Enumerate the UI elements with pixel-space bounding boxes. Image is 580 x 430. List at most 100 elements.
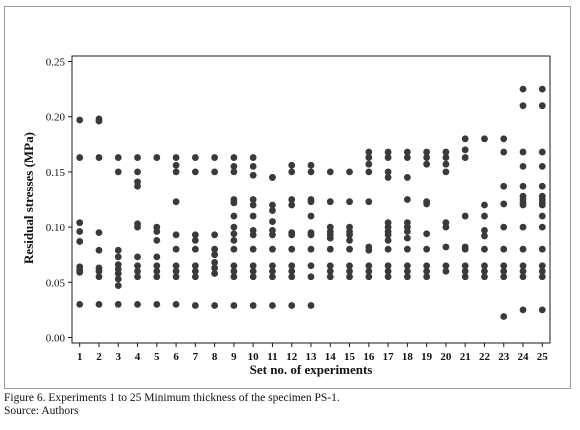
data-point [403,245,411,253]
data-point [76,116,84,124]
data-point [249,154,257,161]
data-point [114,300,122,308]
y-tick-label: 0.20 [46,112,66,124]
data-point [500,313,508,320]
data-point [384,148,392,156]
data-point [307,245,315,253]
data-point [230,199,238,207]
data-point [384,262,392,270]
data-point [191,262,199,270]
x-tick-label: 4 [135,351,141,363]
data-point [384,231,392,239]
data-point [153,228,161,235]
data-point [346,245,353,253]
data-point [538,148,546,156]
data-point [481,227,488,234]
data-point [134,267,141,275]
x-tick-label: 16 [363,351,375,363]
data-point [95,229,103,237]
data-point [384,168,392,176]
data-point [153,262,161,270]
data-point [191,231,199,239]
data-point [461,146,469,154]
data-point [481,232,488,240]
data-point [481,201,488,209]
data-point [134,253,141,261]
data-point [95,154,103,161]
x-tick-label: 10 [248,351,260,363]
data-point [403,148,411,156]
y-tick-label: 0.10 [46,222,66,234]
data-point [269,174,276,181]
data-point [211,302,219,309]
data-point [134,223,141,231]
data-point [153,253,161,261]
data-point [172,168,180,176]
data-point [230,267,238,275]
data-point [538,85,546,93]
data-point [172,267,180,275]
data-point [76,228,84,235]
data-point [172,300,180,308]
data-point [403,273,411,281]
data-point [365,148,373,156]
data-point [249,262,257,270]
data-point [538,182,546,190]
x-tick-label: 3 [116,351,122,363]
data-point [307,161,315,169]
data-point [403,267,411,275]
data-point [442,168,450,176]
data-point [153,267,161,275]
data-point [114,270,122,277]
data-point [230,168,238,176]
data-point [76,154,84,161]
data-point [269,273,276,281]
x-tick-label: 23 [498,351,510,363]
data-point [365,154,373,161]
data-point [288,273,296,281]
data-point [384,236,392,244]
data-point [519,102,527,110]
x-tick-label: 5 [154,351,160,363]
x-tick-label: 19 [421,351,433,363]
data-point [326,267,334,275]
data-point [519,201,527,209]
data-point [172,262,180,270]
data-point [519,245,527,253]
x-tick-label: 25 [537,351,549,363]
data-point [288,267,296,275]
data-point [307,168,315,176]
data-point [114,246,122,254]
y-tick-label: 0.15 [46,167,66,179]
data-point [191,236,199,244]
data-point [134,182,141,190]
data-point [307,212,315,220]
data-point [211,270,219,277]
data-point [76,238,84,245]
data-point [134,262,141,270]
data-point [230,212,238,220]
x-tick-label: 24 [518,351,530,363]
data-point [423,160,431,168]
caption-source: Source: Authors [4,405,79,417]
data-point [172,273,180,281]
x-tick-label: 6 [173,351,179,363]
data-point [326,234,334,242]
data-point [134,273,141,281]
data-point [538,223,546,231]
data-point [230,262,238,270]
x-tick-label: 9 [231,351,237,363]
data-point [76,268,84,276]
data-point [269,302,276,309]
data-point [538,102,546,110]
data-point [403,262,411,270]
x-tick-label: 13 [306,351,318,363]
data-point [538,162,546,170]
data-point [500,267,508,275]
data-point [211,168,219,176]
x-tick-label: 8 [212,351,218,363]
data-point [211,231,219,239]
data-point [211,259,219,266]
data-point [423,154,431,161]
data-point [114,168,122,176]
